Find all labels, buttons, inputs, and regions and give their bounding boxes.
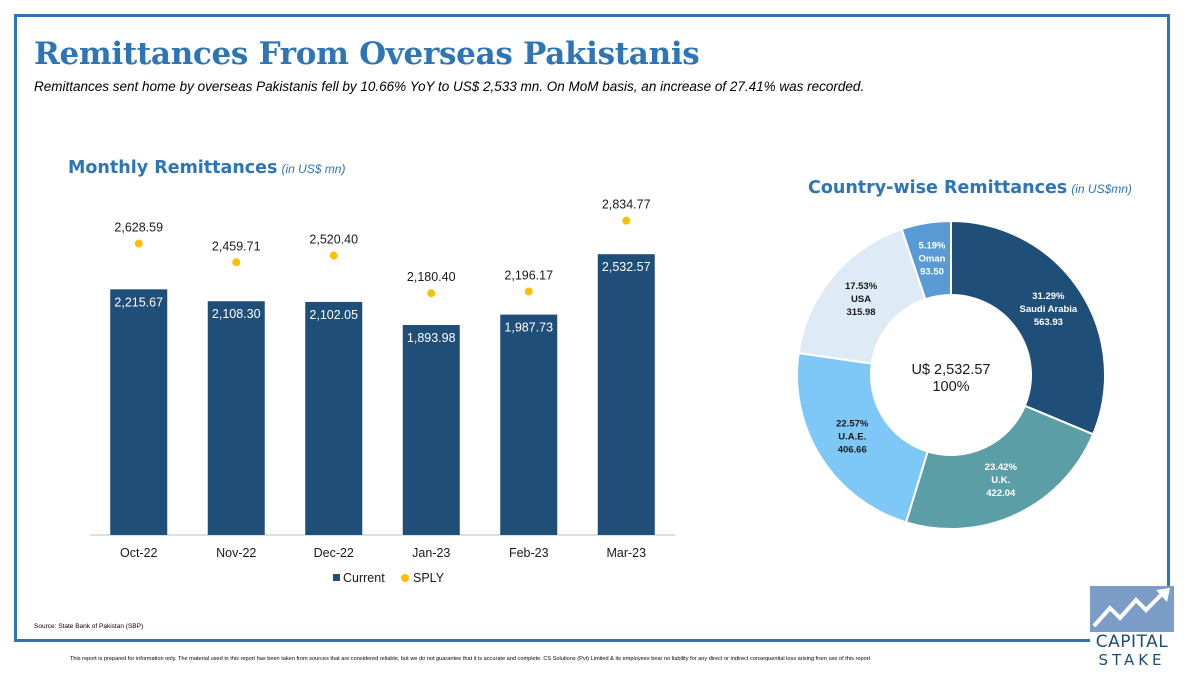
x-tick-label-nov-22: Nov-22 [216,546,256,560]
bar-current-label-dec-22: 2,102.05 [309,308,358,322]
point-sply-feb-23 [524,287,533,296]
donut-label-value-usa: 315.98 [847,307,876,318]
capital-stake-logo: CAPITAL STAKE [1090,586,1174,670]
bar-current-oct-22 [110,289,168,535]
donut-label-percent-usa: 17.53% [845,281,878,292]
donut-slice-saudi-arabia [950,219,1107,436]
donut-label-usa: 17.53% USA 315.98 [845,281,878,318]
donut-label-percent-saudi-arabia: 31.29% [1032,291,1065,302]
donut-label-u-a-e: 22.57% U.A.E. 406.66 [836,419,869,456]
bar-current-feb-23 [500,314,558,535]
donut-label-value-u-k: 422.04 [986,488,1016,499]
donut-label-name-u-k: U.K. [991,475,1010,486]
donut-label-u-k: 23.42% U.K. 422.04 [985,462,1018,499]
bar-current-mar-23 [597,254,655,535]
x-tick-label-feb-23: Feb-23 [509,546,549,560]
point-sply-label-jan-23: 2,180.40 [407,270,456,284]
source-note: Source: State Bank of Pakistan (SBP) [34,623,144,630]
point-sply-mar-23 [622,216,631,225]
legend-label-sply: SPLY [413,571,445,585]
donut-label-value-u-a-e: 406.66 [838,445,867,456]
donut-label-saudi-arabia: 31.29% Saudi Arabia 563.93 [1020,291,1078,328]
bar-chart-title-unit: (in US$ mn) [281,162,346,176]
point-sply-label-feb-23: 2,196.17 [504,268,553,282]
legend-label-current: Current [343,571,385,585]
donut-label-percent-oman: 5.19% [919,241,946,252]
bar-current-dec-22 [305,301,363,535]
bar-current-label-nov-22: 2,108.30 [212,307,261,321]
pie-chart-title: Country-wise Remittances (in US$mn) [808,178,1132,198]
point-sply-dec-22 [329,251,338,260]
bar-chart-title-text: Monthly Remittances [68,158,278,178]
donut-label-oman: 5.19% Oman 93.50 [919,241,946,278]
donut-label-name-oman: Oman [919,254,946,265]
bar-current-label-feb-23: 1,987.73 [504,321,553,335]
bar-chart-title: Monthly Remittances (in US$ mn) [68,158,345,178]
pie-chart-title-text: Country-wise Remittances [808,178,1068,198]
donut-label-name-usa: USA [851,294,871,305]
point-sply-label-dec-22: 2,520.40 [309,233,358,247]
bar-current-nov-22 [207,301,265,535]
donut-label-name-u-a-e: U.A.E. [838,432,866,443]
logo-chart-icon [1090,586,1174,632]
bar-current-label-jan-23: 1,893.98 [407,331,456,345]
x-tick-label-dec-22: Dec-22 [314,546,354,560]
page-subtitle: Remittances sent home by overseas Pakist… [34,79,865,94]
pie-chart-title-unit: (in US$mn) [1071,182,1132,196]
page-title: Remittances From Overseas Pakistanis [34,36,700,72]
donut-slice-oman [900,219,952,301]
donut-center-percent: 100% [932,379,969,395]
donut-slice-usa [797,227,927,365]
point-sply-label-nov-22: 2,459.71 [212,239,261,253]
legend-swatch-sply [401,574,409,582]
donut-label-value-saudi-arabia: 563.93 [1034,317,1063,328]
point-sply-oct-22 [134,239,143,248]
logo-text-stake: STAKE [1098,651,1166,669]
x-tick-label-mar-23: Mar-23 [606,546,646,560]
donut-center-total: U$ 2,532.57 [911,362,990,378]
bar-chart-legend: Current SPLY [333,571,445,585]
legend-swatch-current [333,574,340,581]
donut-slice-u-k [904,404,1095,530]
point-sply-label-oct-22: 2,628.59 [114,221,163,235]
donut-label-value-oman: 93.50 [920,267,944,278]
logo-text-capital: CAPITAL [1095,632,1169,652]
x-tick-label-jan-23: Jan-23 [412,546,450,560]
point-sply-jan-23 [427,289,436,298]
donut-label-percent-u-k: 23.42% [985,462,1018,473]
donut-slice-u-a-e [796,351,929,524]
bar-current-label-oct-22: 2,215.67 [114,295,163,309]
page-frame [14,14,1170,642]
x-tick-label-oct-22: Oct-22 [120,546,158,560]
bar-current-jan-23 [402,324,460,535]
point-sply-label-mar-23: 2,834.77 [602,198,651,212]
disclaimer-note: This report is prepared for information … [70,656,872,662]
donut-label-percent-u-a-e: 22.57% [836,419,869,430]
point-sply-nov-22 [232,258,241,267]
bar-current-label-mar-23: 2,532.57 [602,260,651,274]
donut-label-name-saudi-arabia: Saudi Arabia [1020,304,1078,315]
